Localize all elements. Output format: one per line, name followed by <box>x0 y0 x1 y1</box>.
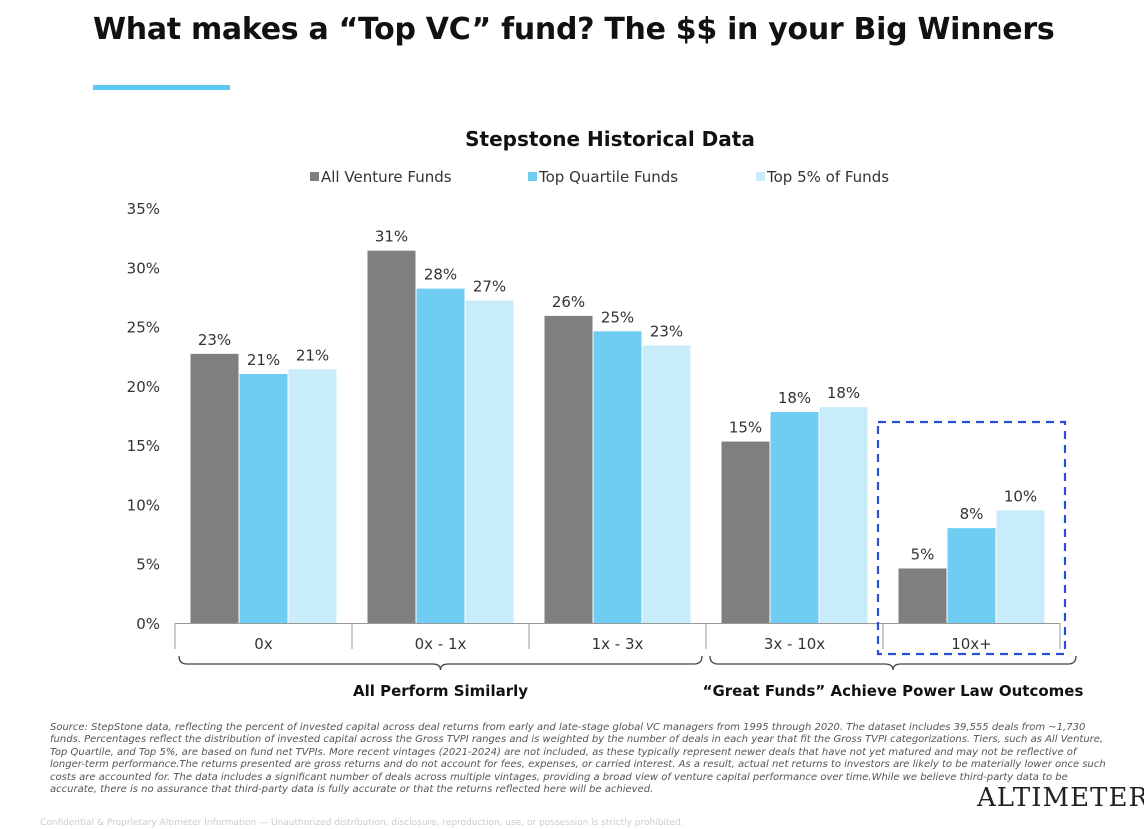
accent-rule <box>93 85 230 90</box>
bar <box>721 441 770 623</box>
bars: 23% 21% 21% 31% 28% 27% 26% 25% 23% 15% 18% 18% 5% 8%… <box>190 228 1045 623</box>
data-label: 15% <box>729 419 762 437</box>
bar <box>416 288 465 623</box>
legend-swatch <box>528 172 537 181</box>
y-tick-label: 0% <box>136 615 160 633</box>
bar <box>465 300 514 623</box>
y-tick-label: 15% <box>127 437 160 455</box>
bar <box>898 568 947 623</box>
bar <box>947 528 996 623</box>
bar <box>593 331 642 623</box>
data-label: 18% <box>827 384 860 402</box>
data-label: 10% <box>1004 487 1037 505</box>
bar <box>996 510 1045 623</box>
bar <box>239 374 288 623</box>
altimeter-logo: ALTIMETER <box>977 783 1144 813</box>
legend-swatch <box>756 172 765 181</box>
bar <box>642 345 691 623</box>
chart-legend: All Venture Funds Top Quartile Funds Top 5… <box>310 168 889 186</box>
chart-title: Stepstone Historical Data <box>465 127 755 151</box>
bracket <box>709 655 1077 671</box>
x-tick-label: 3x - 10x <box>764 635 825 653</box>
bar <box>819 407 868 623</box>
y-tick-label: 35% <box>127 200 160 218</box>
data-label: 26% <box>552 293 585 311</box>
x-tick-label: 1x - 3x <box>592 635 644 653</box>
data-label: 28% <box>424 266 457 284</box>
highlight-box <box>876 420 1067 656</box>
bracket <box>178 655 703 671</box>
x-tick-label: 0x - 1x <box>415 635 467 653</box>
x-tick-label: 10x+ <box>951 635 992 653</box>
slide-title: What makes a “Top VC” fund? The $$ in yo… <box>93 12 1055 47</box>
data-label: 21% <box>296 346 329 364</box>
data-label: 23% <box>198 331 231 349</box>
data-label: 25% <box>601 308 634 326</box>
data-label: 18% <box>778 389 811 407</box>
bar <box>288 369 337 623</box>
y-tick-label: 10% <box>127 496 160 514</box>
brackets: All Perform Similarly “Great Funds” Achie… <box>178 655 1084 700</box>
bracket-label: “Great Funds” Achieve Power Law Outcomes <box>703 682 1084 700</box>
bracket-label: All Perform Similarly <box>353 682 528 700</box>
x-axis: 0x 0x - 1x 1x - 3x 3x - 10x 10x+ <box>174 623 1061 653</box>
bar <box>544 315 593 623</box>
data-label: 8% <box>960 505 984 523</box>
legend-swatch <box>310 172 319 181</box>
confidential-notice: Confidential & Proprietary Altimeter Inf… <box>40 818 684 828</box>
data-label: 21% <box>247 351 280 369</box>
bar <box>190 353 239 623</box>
data-label: 5% <box>911 545 935 563</box>
legend-label: Top Quartile Funds <box>538 168 678 186</box>
bar <box>367 250 416 623</box>
y-tick-label: 25% <box>127 319 160 337</box>
bar <box>770 411 819 623</box>
y-axis: 0% 5% 10% 15% 20% 25% 30% 35% <box>127 200 160 633</box>
y-tick-label: 30% <box>127 259 160 277</box>
source-note: Source: StepStone data, reflecting the p… <box>50 722 1106 796</box>
legend-label: All Venture Funds <box>321 168 452 186</box>
data-label: 23% <box>650 323 683 341</box>
legend-label: Top 5% of Funds <box>766 168 889 186</box>
data-label: 31% <box>375 228 408 246</box>
data-label: 27% <box>473 277 506 295</box>
y-tick-label: 5% <box>136 556 160 574</box>
y-tick-label: 20% <box>127 378 160 396</box>
x-tick-label: 0x <box>254 635 273 653</box>
